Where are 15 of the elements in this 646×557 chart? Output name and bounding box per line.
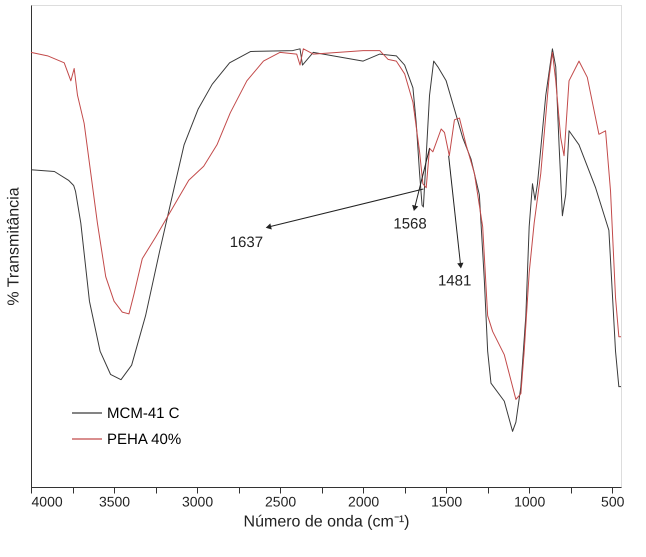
legend-label: MCM-41 C	[107, 405, 180, 422]
x-tick-label: 1000	[514, 494, 546, 510]
x-tick-label: 1500	[431, 494, 462, 510]
annotation: 1637	[230, 234, 264, 252]
x-tick-label: 500	[601, 494, 625, 510]
annotation: 1481	[438, 272, 472, 290]
x-tick-label: 3500	[98, 494, 130, 510]
x-tick-label: 3000	[182, 494, 214, 510]
x-axis-title: Número de onda (cm⁻¹)	[244, 514, 410, 530]
y-axis-title: % Transmitância	[6, 187, 22, 306]
legend-label: PEHA 40%	[107, 431, 182, 448]
annotation: 1568	[393, 215, 427, 232]
x-tick-label: 2500	[265, 494, 296, 510]
x-tick-label: 4000	[32, 494, 63, 510]
x-tick-label: 2000	[348, 494, 380, 510]
